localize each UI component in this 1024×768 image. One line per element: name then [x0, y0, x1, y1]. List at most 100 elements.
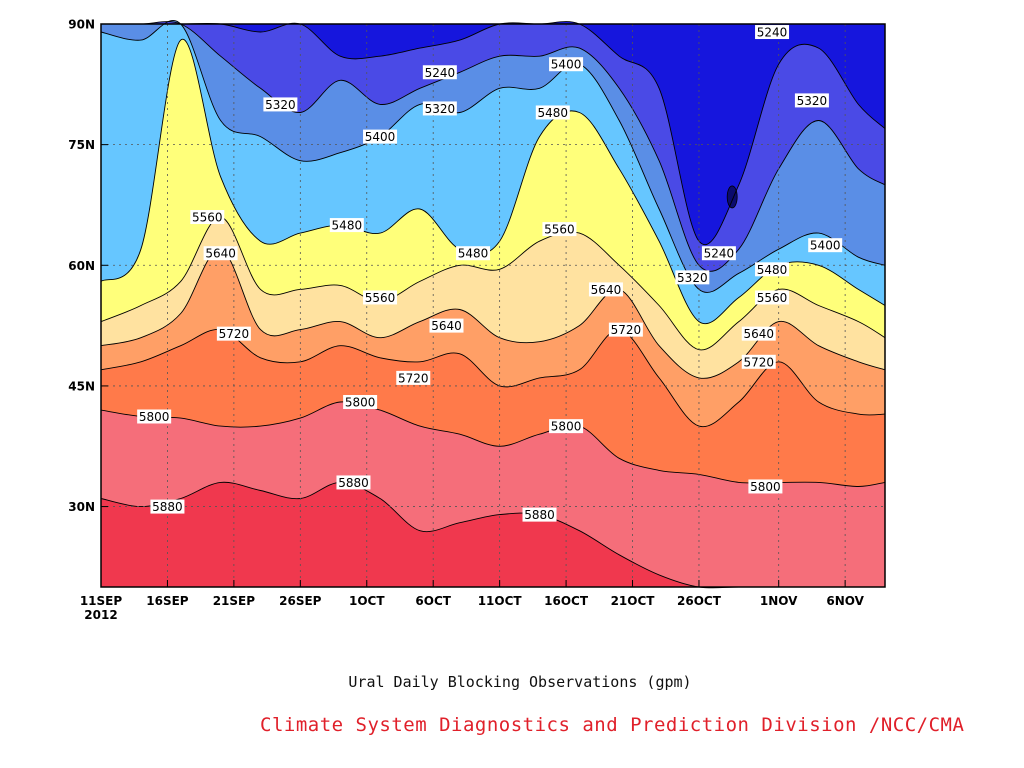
contour-labels: 5880 5880 5880 5800 5800 5800 5800 5720 5720 5720…: [137, 25, 843, 522]
x-tick-label-26OCT: 26OCT: [677, 594, 722, 608]
contour-label-text: 5240: [704, 247, 735, 261]
contour-label-5400: 5400: [549, 57, 584, 72]
chart-subtitle: Ural Daily Blocking Observations (gpm): [348, 673, 692, 691]
band-below-5240: [101, 21, 885, 245]
contour-label-box: [741, 326, 776, 341]
contour-label-5640: 5640: [588, 282, 623, 297]
contour-label-box: [549, 419, 584, 434]
contour-label-box: [755, 25, 790, 40]
contour-label-5400: 5400: [808, 238, 843, 253]
contour-label-text: 5640: [743, 327, 774, 341]
x-tick-label-1NOV: 1NOV: [760, 594, 798, 608]
contour-label-5240: 5240: [755, 25, 790, 40]
contour-label-box: [741, 354, 776, 369]
contour-label-5480: 5480: [535, 105, 570, 120]
contour-label-box: [336, 475, 371, 490]
contour-label-box: [755, 262, 790, 277]
contour-label-text: 5320: [425, 102, 456, 116]
x-tick-label-21SEP: 21SEP: [213, 594, 256, 608]
contour-label-5800: 5800: [137, 409, 172, 424]
contour-label-box: [794, 93, 829, 108]
plot-frame: [100, 23, 886, 588]
contour-label-text: 5480: [757, 263, 788, 277]
contour-label-box: [456, 246, 491, 261]
contour-label-5720: 5720: [741, 354, 776, 369]
contour-label-text: 5320: [265, 98, 296, 112]
contour-label-text: 5400: [810, 239, 841, 253]
x-tick-year: 2012: [84, 608, 117, 622]
y-tick-label-30N: 30N: [68, 500, 95, 514]
contour-label-5800: 5800: [549, 419, 584, 434]
contour-label-5560: 5560: [542, 222, 577, 237]
contour-label-text: 5720: [743, 355, 774, 369]
contour-line-5320: [100, 21, 886, 272]
contour-label-5560: 5560: [190, 210, 225, 225]
contour-label-text: 5560: [757, 291, 788, 305]
contour-label-5640: 5640: [203, 246, 238, 261]
contour-label-box: [216, 326, 251, 341]
x-tick-label-6NOV: 6NOV: [826, 594, 864, 608]
contour-label-box: [535, 105, 570, 120]
contour-label-text: 5560: [544, 223, 575, 237]
contour-label-box: [675, 270, 710, 285]
contour-label-5480: 5480: [329, 218, 364, 233]
contour-label-text: 5400: [365, 130, 396, 144]
contour-label-text: 5560: [192, 211, 223, 225]
contour-label-text: 5800: [750, 480, 781, 494]
contour-label-text: 5720: [219, 327, 250, 341]
contour-label-box: [808, 238, 843, 253]
contour-label-box: [522, 507, 557, 522]
contour-label-5400: 5400: [363, 129, 398, 144]
x-tick-label-11SEP: 11SEP: [80, 594, 123, 608]
x-tick-label-16OCT: 16OCT: [544, 594, 589, 608]
x-tick-label-6OCT: 6OCT: [415, 594, 451, 608]
x-tick-label-11OCT: 11OCT: [478, 594, 523, 608]
contour-label-box: [588, 282, 623, 297]
contour-label-5480: 5480: [755, 262, 790, 277]
x-tick-label-16SEP: 16SEP: [146, 594, 189, 608]
contour-line-5400: [100, 20, 886, 293]
contour-label-box: [549, 57, 584, 72]
contour-label-5320: 5320: [794, 93, 829, 108]
contour-label-text: 5640: [591, 283, 622, 297]
contour-label-text: 5640: [205, 247, 236, 261]
contour-label-text: 5560: [365, 291, 396, 305]
contour-label-box: [396, 370, 431, 385]
contour-label-text: 5800: [551, 420, 582, 434]
contour-label-text: 5880: [338, 476, 369, 490]
contour-label-box: [748, 479, 783, 494]
closed-low-cell: [726, 185, 738, 209]
contour-label-5560: 5560: [755, 290, 790, 305]
y-tick-label-75N: 75N: [68, 138, 95, 152]
contour-label-box: [263, 97, 298, 112]
contour-label-5320: 5320: [263, 97, 298, 112]
contour-label-5720: 5720: [608, 322, 643, 337]
y-tick-label-60N: 60N: [68, 259, 95, 273]
contour-label-5880: 5880: [522, 507, 557, 522]
contour-label-text: 5320: [797, 94, 828, 108]
contour-label-5480: 5480: [456, 246, 491, 261]
contour-label-box: [429, 318, 464, 333]
contour-label-5720: 5720: [396, 370, 431, 385]
y-axis: 30N 45N 60N 75N 90N: [68, 18, 108, 514]
contour-label-text: 5880: [152, 500, 183, 514]
contour-label-5880: 5880: [150, 499, 185, 514]
contour-label-5640: 5640: [429, 318, 464, 333]
contour-label-box: [701, 246, 736, 261]
contour-label-5800: 5800: [343, 395, 378, 410]
contour-label-5320: 5320: [675, 270, 710, 285]
x-tick-label-1OCT: 1OCT: [349, 594, 385, 608]
y-tick-label-90N: 90N: [68, 18, 95, 32]
contour-label-text: 5400: [551, 58, 582, 72]
contour-label-text: 5240: [757, 26, 788, 40]
contour-label-text: 5480: [332, 219, 363, 233]
contour-label-5640: 5640: [741, 326, 776, 341]
contour-label-5880: 5880: [336, 475, 371, 490]
contour-label-box: [329, 218, 364, 233]
contour-label-5800: 5800: [748, 479, 783, 494]
contour-label-text: 5720: [611, 323, 642, 337]
contour-label-text: 5320: [677, 271, 708, 285]
contour-label-text: 5800: [345, 396, 376, 410]
